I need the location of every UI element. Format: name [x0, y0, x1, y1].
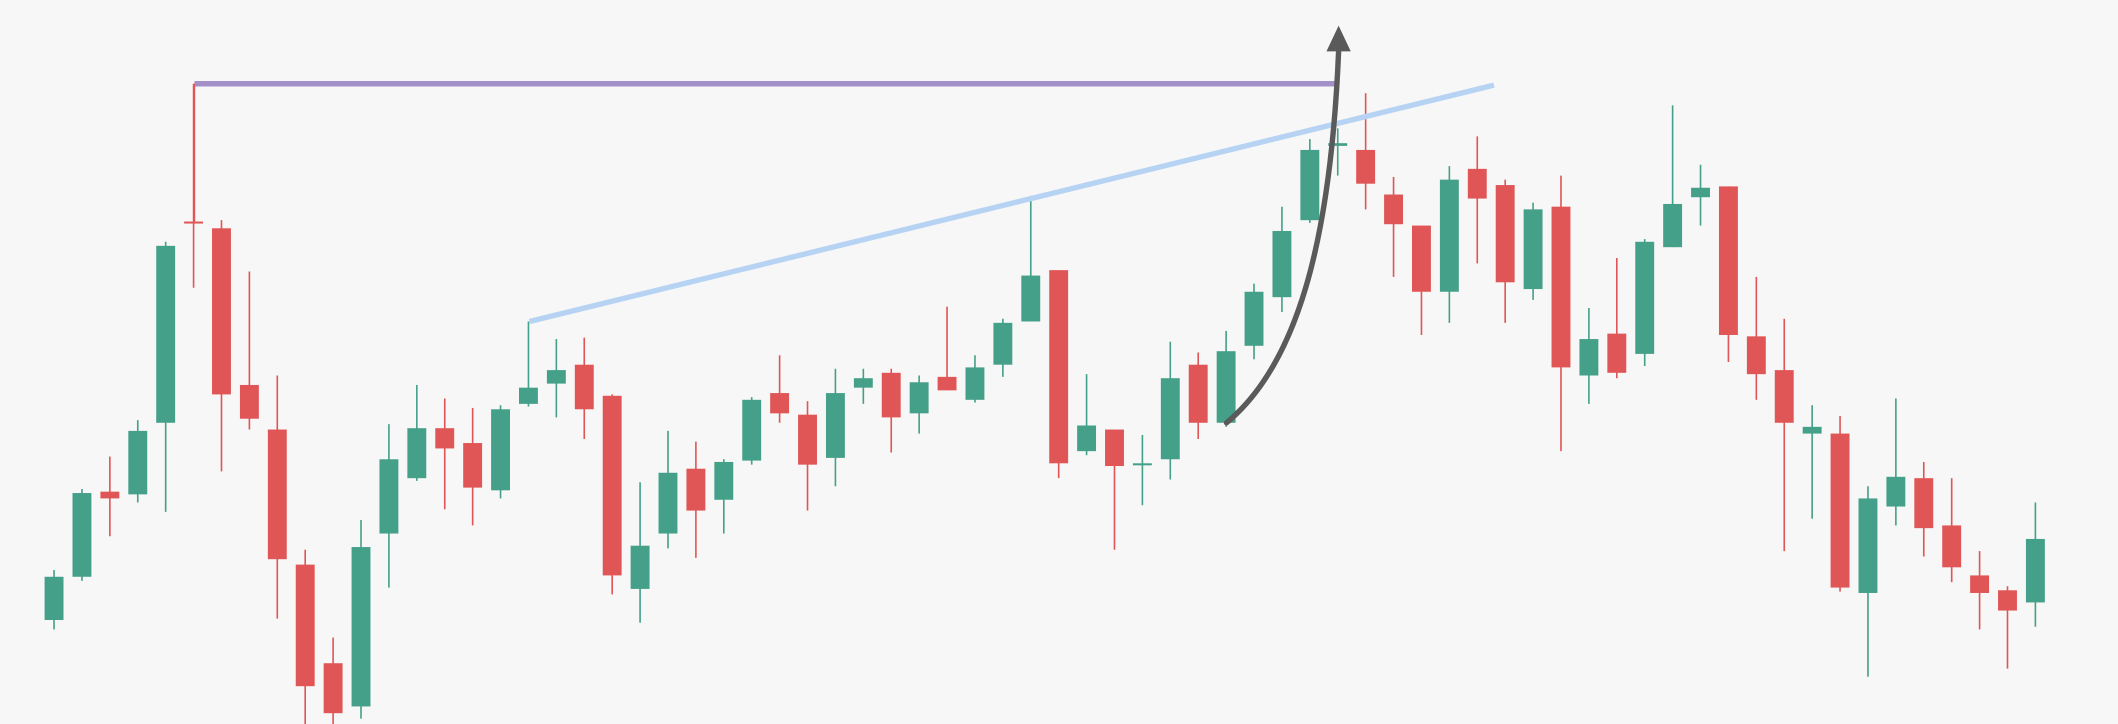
candle-body — [909, 382, 929, 414]
candle-body — [435, 428, 455, 449]
candle-body — [825, 393, 845, 458]
candle-body — [1244, 291, 1264, 346]
candle-body — [1830, 433, 1850, 588]
candle-body — [1105, 429, 1124, 467]
candle-body — [1942, 525, 1962, 568]
candle-body — [602, 395, 622, 576]
candle-body — [1635, 241, 1655, 354]
candle-body — [239, 384, 259, 419]
candle-body — [184, 221, 204, 224]
candles — [44, 83, 2045, 724]
candle-body — [1551, 206, 1571, 368]
candle-body — [1774, 370, 1794, 423]
candle-body — [128, 430, 148, 495]
candle-body — [267, 429, 287, 560]
candle-body — [1718, 186, 1738, 335]
candle-body — [100, 491, 120, 499]
candle-body — [351, 547, 371, 707]
candle-body — [1216, 351, 1236, 423]
candle-body — [1970, 575, 1990, 593]
candle-body — [1300, 149, 1320, 221]
candle-body — [379, 459, 399, 534]
candle-body — [491, 409, 511, 491]
candle-body — [1188, 364, 1208, 423]
candle-body — [965, 367, 985, 400]
candle-body — [44, 576, 64, 620]
candle-body — [1802, 426, 1822, 434]
candle-body — [156, 245, 176, 423]
candle-body — [463, 443, 483, 488]
candle-body — [1886, 476, 1906, 507]
candle-body — [212, 228, 231, 395]
arrow-head — [1326, 25, 1351, 52]
candle-body — [1998, 590, 2017, 611]
candle-body — [1746, 336, 1766, 375]
candle-body — [2025, 538, 2045, 603]
candle-body — [1495, 185, 1515, 283]
candle-body — [686, 468, 706, 511]
candle-body — [798, 414, 817, 465]
candle-body — [853, 378, 873, 388]
candle-body — [881, 372, 901, 418]
candle-body — [1412, 225, 1431, 292]
candle-body — [714, 461, 734, 500]
candle-body — [72, 493, 92, 577]
candle-body — [1049, 270, 1069, 464]
candle-body — [1384, 194, 1404, 225]
candle-body — [770, 393, 790, 414]
candle-body — [1021, 275, 1041, 322]
candle-body — [1077, 425, 1097, 452]
candle-body — [1132, 463, 1152, 466]
candle-body — [1523, 209, 1543, 290]
candle-body — [1579, 339, 1599, 376]
candle-body — [937, 376, 957, 391]
candle-body — [407, 428, 427, 479]
candle-body — [518, 387, 538, 404]
candle-body — [1607, 333, 1627, 373]
candle-body — [546, 370, 566, 384]
candle-body — [1439, 179, 1459, 292]
curved-arrow — [1223, 48, 1342, 426]
candle-body — [1356, 149, 1376, 184]
candle-body — [574, 364, 594, 410]
candle-body — [630, 545, 650, 589]
candle-body — [1914, 478, 1934, 529]
candle-body — [1272, 230, 1292, 298]
candle-body — [1858, 498, 1878, 593]
candle-body — [323, 663, 343, 714]
candle-body — [1691, 187, 1710, 198]
candle-body — [1467, 168, 1487, 199]
candle-body — [1160, 378, 1180, 460]
candle-body — [658, 472, 678, 534]
candle-body — [295, 564, 315, 687]
candle-body — [993, 322, 1013, 365]
candle-body — [1663, 203, 1683, 248]
candle-body — [742, 399, 762, 461]
candle-body — [1328, 143, 1348, 146]
